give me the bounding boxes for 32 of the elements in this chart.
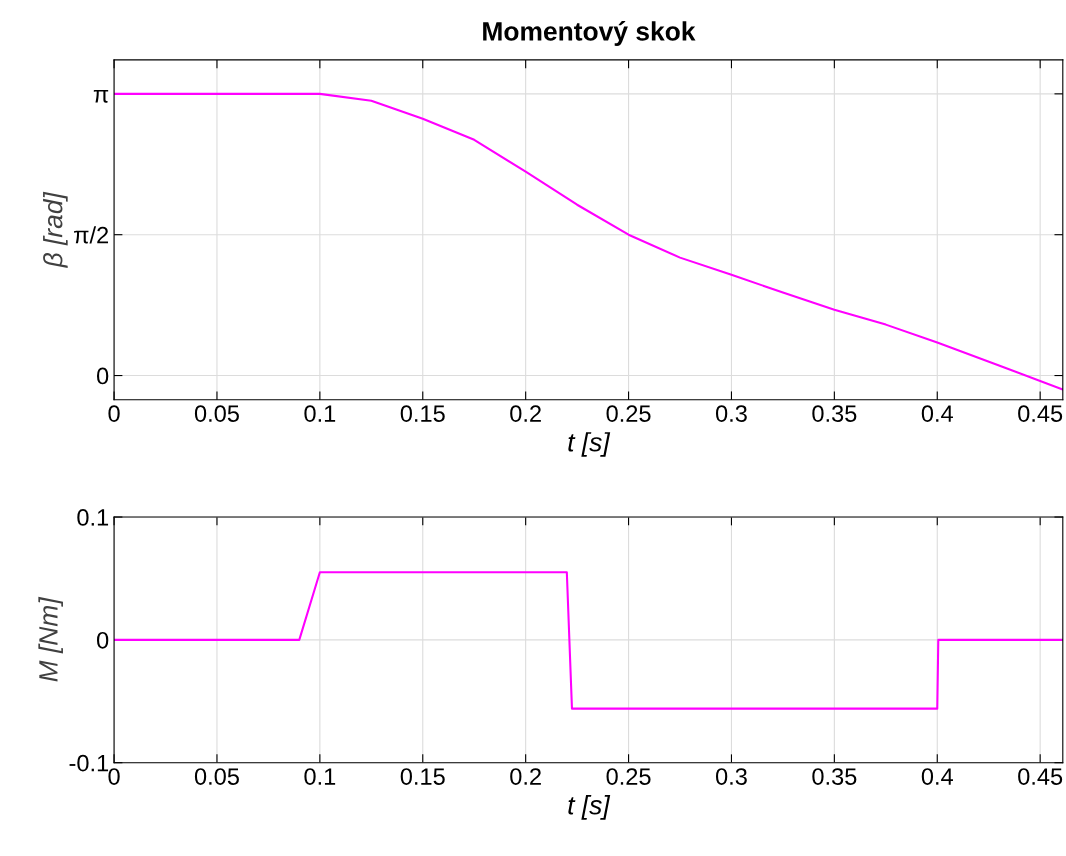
x-tick-label: 0.25: [606, 768, 651, 785]
y-tick-label: -0.1: [69, 754, 109, 772]
x-tick-label: 0.3: [715, 405, 747, 422]
x-tick-label: 0.15: [400, 768, 445, 785]
x-tick-label: 0: [108, 768, 120, 785]
x-tick-label: 0.2: [510, 768, 541, 785]
x-tick-label: 0.1: [304, 768, 336, 785]
y-axis-title: M [Nm]: [38, 596, 63, 682]
x-tick-label: 0.35: [812, 768, 857, 785]
x-tick-label: 0: [108, 405, 120, 422]
x-tick-label: 0.45: [1018, 768, 1063, 785]
x-tick-label: 0.35: [812, 405, 857, 422]
x-axis-title: t [s]: [568, 795, 611, 820]
y-tick-label: 0.1: [77, 509, 109, 526]
x-tick-label: 0.05: [194, 405, 239, 422]
x-tick-label: 0.1: [304, 405, 336, 422]
x-tick-label: 0.15: [400, 405, 445, 422]
x-axis-title: t [s]: [568, 432, 611, 457]
x-tick-label: 0.25: [606, 405, 651, 422]
x-tick-label: 0.3: [715, 768, 747, 785]
x-tick-label: 0.4: [921, 768, 953, 785]
y-tick-label: π: [93, 89, 109, 103]
x-tick-label: 0.2: [510, 405, 541, 422]
x-tick-label: 0.05: [194, 768, 239, 785]
x-tick-label: 0.4: [921, 405, 953, 422]
y-axis-title: β [rad]: [43, 191, 68, 269]
y-tick-label: 0: [96, 631, 109, 649]
line-series: [114, 92, 1063, 391]
y-tick-label: 0: [96, 367, 109, 385]
x-tick-label: 0.45: [1018, 405, 1063, 422]
chart-title: Momentový skok: [483, 21, 696, 46]
y-tick-label: π/2: [74, 226, 109, 244]
